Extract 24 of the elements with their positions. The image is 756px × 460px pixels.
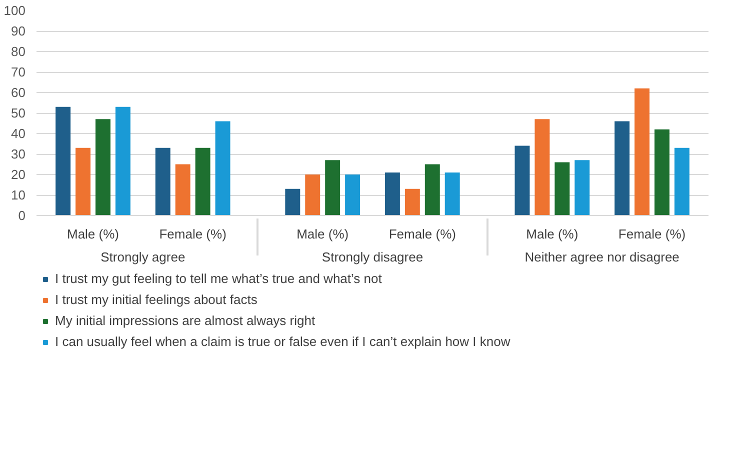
legend-label: I trust my initial feelings about facts bbox=[55, 292, 258, 307]
y-tick-label: 90 bbox=[11, 24, 26, 38]
x-tick-label: Male (%) bbox=[66, 226, 120, 242]
x-tick-label: Male (%) bbox=[526, 226, 578, 242]
y-tick-label: 40 bbox=[11, 126, 26, 141]
x-tick-label: Male (%) bbox=[296, 226, 349, 242]
legend-label: My initial impressions are almost always right bbox=[55, 313, 316, 328]
legend-label: I trust my gut feeling to tell me what’s true and what’s not bbox=[55, 271, 382, 286]
y-tick-label: 80 bbox=[11, 44, 26, 59]
text: Strongly disagree bbox=[322, 250, 424, 264]
y-tick-label: 50 bbox=[11, 106, 26, 120]
y-tick-label: 30 bbox=[11, 146, 26, 162]
x-tick-label: Female (%) bbox=[618, 226, 686, 242]
legend-label: I can usually feel when a claim is true or false even if I can’t explain how I know bbox=[55, 334, 510, 349]
x-tick-label: Female (%) bbox=[388, 226, 456, 242]
y-tick-label: 100 bbox=[4, 3, 26, 18]
y-tick-label: 70 bbox=[11, 64, 26, 80]
y-tick-label: 60 bbox=[11, 85, 26, 100]
y-tick-label: 20 bbox=[11, 167, 26, 182]
text: Strongly agree bbox=[100, 250, 186, 264]
x-tick-label: Female (%) bbox=[159, 226, 226, 242]
y-tick-label: 0 bbox=[18, 208, 26, 223]
text: Neither agree nor disagree bbox=[524, 250, 680, 264]
y-tick-label: 10 bbox=[11, 188, 26, 202]
